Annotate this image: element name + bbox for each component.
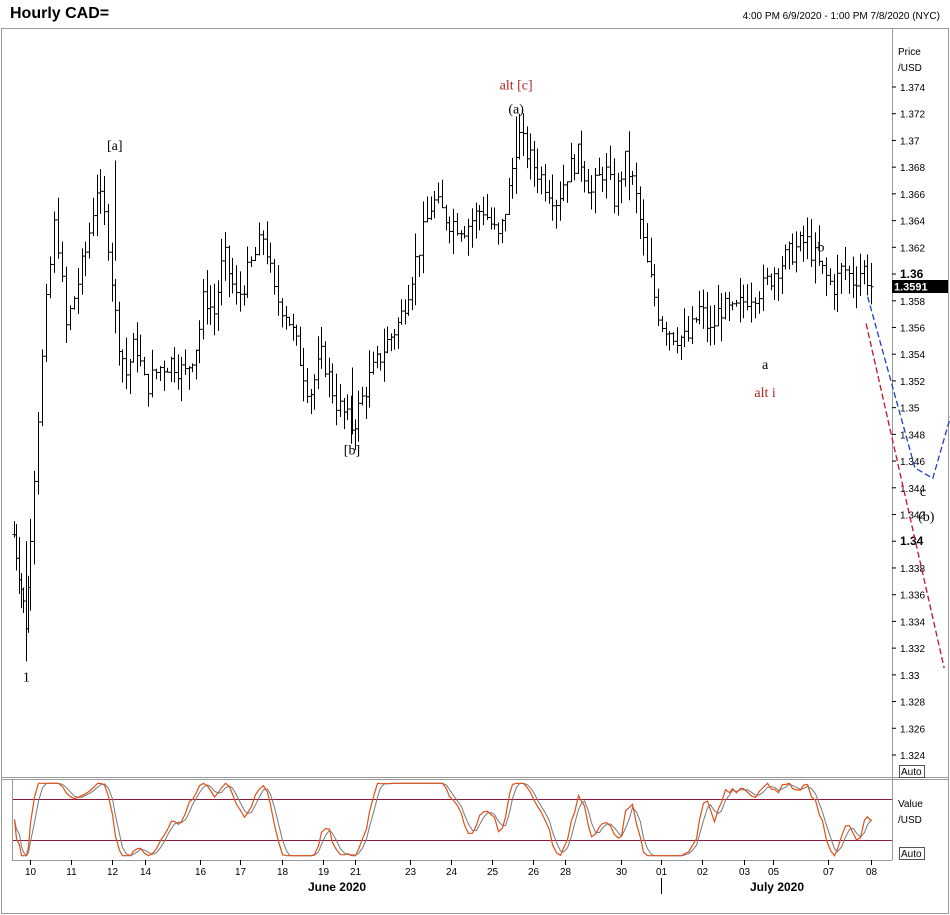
y-tick-label: 1.37 <box>900 136 920 147</box>
chart-frame <box>2 29 949 914</box>
x-tick-label: 26 <box>528 867 540 878</box>
y-tick-label: 1.358 <box>900 297 925 308</box>
wave-label: c <box>920 485 926 500</box>
x-tick-label: 23 <box>405 867 417 878</box>
x-tick-label: 01 <box>656 867 668 878</box>
ohlc-bars <box>13 113 874 661</box>
wave-label: 1 <box>23 671 30 686</box>
x-tick-label: 03 <box>739 867 751 878</box>
x-tick-label: 08 <box>866 867 878 878</box>
y-tick-label: 1.35 <box>900 404 920 415</box>
y-tick-label: 1.328 <box>900 698 925 709</box>
x-tick-label: 02 <box>697 867 709 878</box>
x-tick-label: 11 <box>66 867 77 878</box>
oscillator-axis-title: Value <box>898 799 923 810</box>
y-tick-label: 1.334 <box>900 617 925 628</box>
price-scale-button-label: Auto <box>901 767 922 778</box>
wave-label: [a] <box>107 139 123 154</box>
x-tick-label: 30 <box>616 867 628 878</box>
x-tick-label: 28 <box>560 867 572 878</box>
wave-labels: 1 [a] [b] alt [c] (a) b a alt i c (b) <box>23 79 935 686</box>
month-label-july: July 2020 <box>750 880 804 894</box>
y-tick-label: 1.356 <box>900 323 925 334</box>
x-tick-label: 19 <box>318 867 330 878</box>
y-tick-label: 1.336 <box>900 591 925 602</box>
y-tick-label: 1.364 <box>900 217 925 228</box>
y-tick-label: 1.36 <box>900 267 924 281</box>
x-tick-label: 07 <box>823 867 835 878</box>
wave-label: alt i <box>754 386 775 401</box>
y-tick-label: 1.374 <box>900 83 925 94</box>
oscillator-main-line <box>15 783 872 855</box>
price-axis-unit: /USD <box>898 63 922 74</box>
oscillator-axis-unit: /USD <box>898 815 922 826</box>
y-tick-label: 1.362 <box>900 243 925 254</box>
x-tick-label: 24 <box>446 867 458 878</box>
wave-label: (b) <box>918 510 935 525</box>
oscillator-signal-line <box>15 783 872 855</box>
wave-label: (a) <box>508 103 524 118</box>
x-tick-label: 25 <box>487 867 499 878</box>
x-tick-label: 21 <box>350 867 362 878</box>
x-tick-label: 12 <box>107 867 119 878</box>
price-y-ticks: 1.3241.3261.3281.331.3321.3341.3361.3381… <box>892 83 925 762</box>
y-tick-label: 1.332 <box>900 644 925 655</box>
month-label-june: June 2020 <box>308 880 366 894</box>
x-tick-label: 16 <box>195 867 207 878</box>
y-tick-label: 1.346 <box>900 457 925 468</box>
y-tick-label: 1.352 <box>900 377 925 388</box>
y-tick-label: 1.326 <box>900 724 925 735</box>
wave-label: [b] <box>344 443 360 458</box>
y-tick-label: 1.372 <box>900 110 925 121</box>
y-tick-label: 1.324 <box>900 751 925 762</box>
x-axis-ticks: 10 11 12 14 16 17 18 19 21 23 24 25 26 28 30 01 02 03 05 07… <box>25 860 878 878</box>
price-axis-title: Price <box>898 47 921 58</box>
y-tick-label: 1.366 <box>900 190 925 201</box>
wave-label: b <box>818 240 825 255</box>
x-tick-label: 10 <box>25 867 37 878</box>
x-tick-label: 14 <box>140 867 152 878</box>
y-tick-label: 1.354 <box>900 350 925 361</box>
wave-label: alt [c] <box>500 79 533 94</box>
oscillator-scale-button-label: Auto <box>901 849 922 860</box>
x-tick-label: 05 <box>768 867 780 878</box>
y-tick-label: 1.368 <box>900 163 925 174</box>
y-tick-label: 1.348 <box>900 430 925 441</box>
x-tick-label: 17 <box>235 867 247 878</box>
last-price-label: 1.3591 <box>894 282 928 294</box>
y-tick-label: 1.33 <box>900 671 920 682</box>
y-tick-label: 1.34 <box>900 534 924 548</box>
x-tick-label: 18 <box>277 867 289 878</box>
wave-label: a <box>762 358 769 373</box>
